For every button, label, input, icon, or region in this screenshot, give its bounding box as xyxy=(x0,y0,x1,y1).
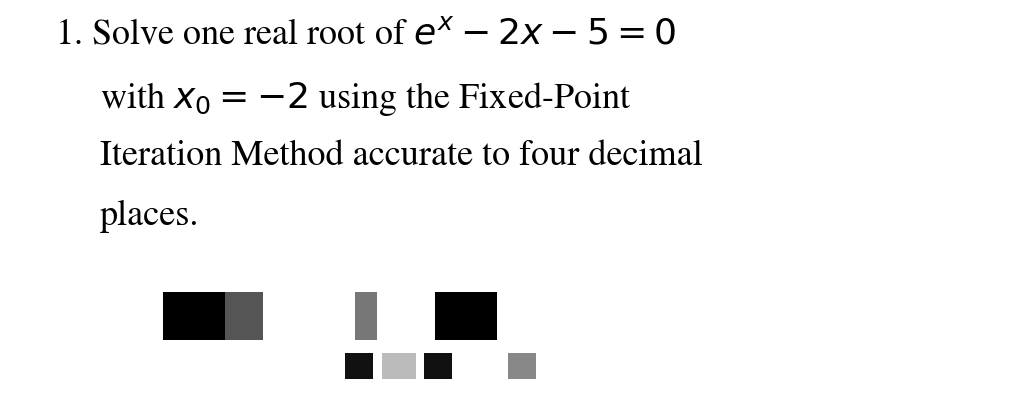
Bar xyxy=(225,292,263,340)
Text: places.: places. xyxy=(100,200,199,233)
Text: Iteration Method accurate to four decimal: Iteration Method accurate to four decima… xyxy=(100,140,703,173)
Text: 1. Solve one real root of $e^{x} - 2x - 5 = 0$: 1. Solve one real root of $e^{x} - 2x - … xyxy=(55,18,676,51)
Bar xyxy=(162,292,225,340)
Bar xyxy=(424,353,452,379)
Bar xyxy=(435,292,497,340)
Bar xyxy=(382,353,416,379)
Bar xyxy=(345,353,373,379)
Bar xyxy=(508,353,536,379)
Bar xyxy=(355,292,377,340)
Text: with $x_0 = {-2}$ using the Fixed-Point: with $x_0 = {-2}$ using the Fixed-Point xyxy=(100,80,632,118)
